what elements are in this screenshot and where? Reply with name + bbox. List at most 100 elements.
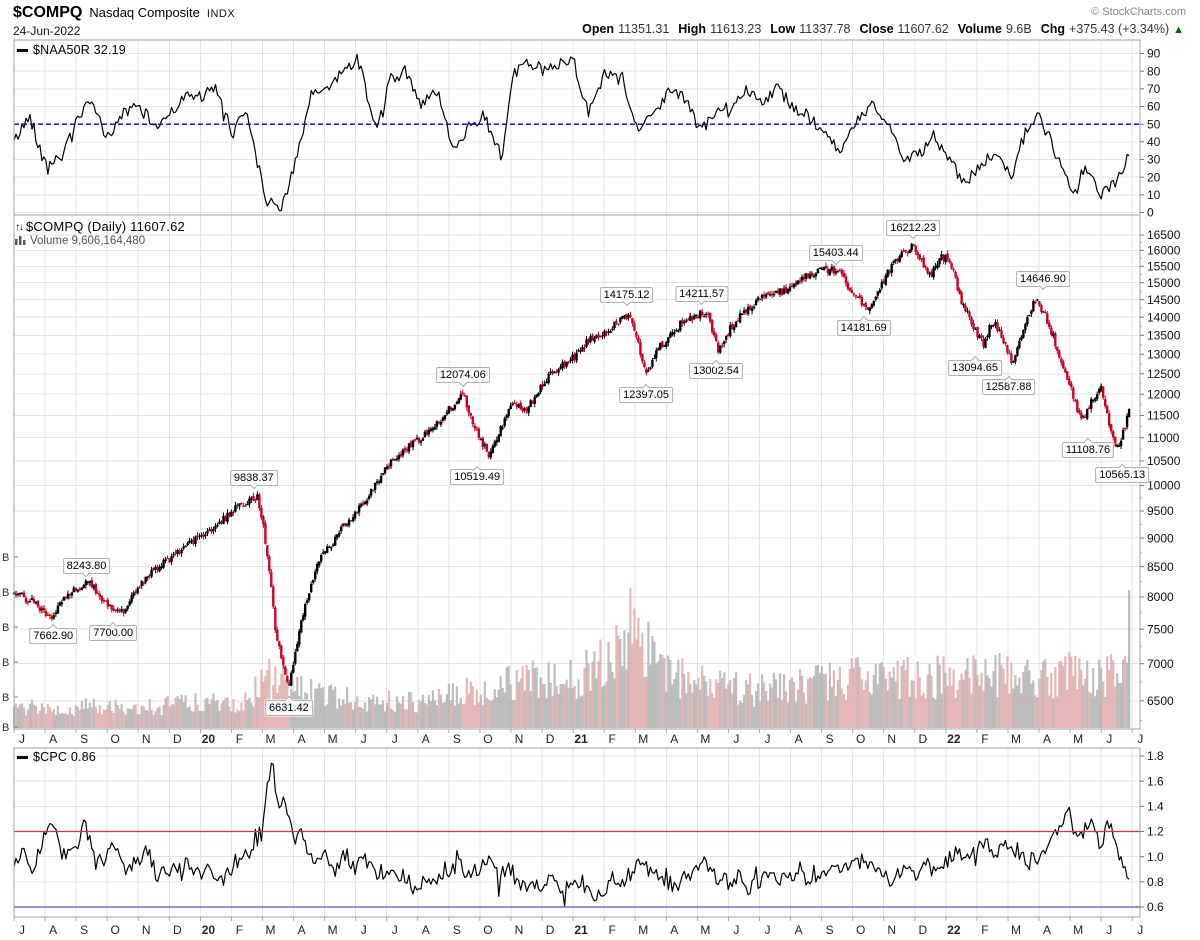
svg-text:21: 21 <box>574 923 588 937</box>
svg-text:N: N <box>142 923 151 937</box>
svg-text:S: S <box>453 923 461 937</box>
svg-text:S: S <box>80 923 88 937</box>
svg-text:A: A <box>1043 732 1051 746</box>
svg-text:B: B <box>2 692 9 704</box>
svg-text:N: N <box>887 732 896 746</box>
updown-arrows-icon: ↑↓ <box>15 222 24 233</box>
svg-text:14500: 14500 <box>1147 293 1181 307</box>
svg-text:8000: 8000 <box>1147 590 1174 604</box>
svg-text:D: D <box>173 732 182 746</box>
svg-text:J: J <box>765 923 771 937</box>
quote-label: Low <box>770 22 796 36</box>
svg-text:D: D <box>546 732 555 746</box>
svg-text:J: J <box>361 732 367 746</box>
svg-text:N: N <box>515 923 524 937</box>
symbol: $COMPQ <box>13 4 83 21</box>
panel2-legend-label: $COMPQ (Daily) 11607.62 <box>26 219 185 234</box>
svg-text:22: 22 <box>947 732 961 746</box>
svg-text:F: F <box>609 732 616 746</box>
svg-text:1.2: 1.2 <box>1147 825 1164 839</box>
svg-text:O: O <box>111 732 120 746</box>
svg-text:15500: 15500 <box>1147 260 1181 274</box>
svg-text:B: B <box>2 622 9 634</box>
svg-text:A: A <box>795 923 803 937</box>
svg-text:50: 50 <box>1147 117 1161 131</box>
svg-text:M: M <box>266 732 276 746</box>
svg-text:F: F <box>236 923 243 937</box>
svg-text:A: A <box>1043 923 1051 937</box>
svg-text:S: S <box>826 923 834 937</box>
svg-text:20: 20 <box>202 923 216 937</box>
svg-text:A: A <box>49 923 57 937</box>
svg-text:10500: 10500 <box>1147 454 1181 468</box>
quote-row: Open 11351.31 High 11613.23 Low 11337.78 Close… <box>573 22 1184 36</box>
svg-text:20: 20 <box>1147 170 1161 184</box>
svg-text:M: M <box>1011 923 1021 937</box>
svg-text:M: M <box>638 923 648 937</box>
svg-text:M: M <box>1073 732 1083 746</box>
svg-text:D: D <box>918 732 927 746</box>
svg-text:O: O <box>856 732 865 746</box>
svg-text:15000: 15000 <box>1147 276 1181 290</box>
svg-text:7000: 7000 <box>1147 657 1174 671</box>
svg-text:J: J <box>361 923 367 937</box>
svg-text:13000: 13000 <box>1147 347 1181 361</box>
svg-text:D: D <box>918 923 927 937</box>
svg-text:10: 10 <box>1147 188 1161 202</box>
svg-text:O: O <box>856 923 865 937</box>
svg-text:M: M <box>638 732 648 746</box>
svg-text:N: N <box>142 732 151 746</box>
svg-text:12000: 12000 <box>1147 387 1181 401</box>
svg-text:F: F <box>609 923 616 937</box>
change-up-arrow-icon: ▲ <box>1173 24 1184 36</box>
quote-label: Open <box>582 22 615 36</box>
svg-text:J: J <box>19 923 25 937</box>
svg-text:F: F <box>981 923 988 937</box>
svg-text:M: M <box>1011 732 1021 746</box>
svg-text:J: J <box>733 732 739 746</box>
quote-value: 11613.23 <box>710 22 762 36</box>
svg-text:S: S <box>453 732 461 746</box>
svg-text:J: J <box>765 732 771 746</box>
quote-label: Volume <box>957 22 1002 36</box>
svg-text:B: B <box>2 722 9 734</box>
svg-text:22: 22 <box>947 923 961 937</box>
svg-text:9500: 9500 <box>1147 504 1174 518</box>
svg-text:9000: 9000 <box>1147 531 1174 545</box>
svg-text:11500: 11500 <box>1147 409 1180 423</box>
svg-text:J: J <box>392 732 398 746</box>
svg-text:A: A <box>298 732 306 746</box>
svg-text:M: M <box>328 923 338 937</box>
quote-value: 11351.31 <box>618 22 670 36</box>
exchange: INDX <box>206 8 236 20</box>
svg-text:0.8: 0.8 <box>1147 875 1164 889</box>
svg-text:30: 30 <box>1147 153 1161 167</box>
svg-text:B: B <box>2 587 9 599</box>
panel1-legend: $NAA50R 32.19 <box>17 43 126 57</box>
svg-text:D: D <box>173 923 182 937</box>
svg-text:J: J <box>1106 732 1112 746</box>
svg-text:A: A <box>422 732 430 746</box>
svg-text:8500: 8500 <box>1147 560 1174 574</box>
svg-text:O: O <box>483 732 492 746</box>
panel3-legend: $CPC 0.86 <box>17 750 96 764</box>
svg-text:J: J <box>1137 732 1143 746</box>
svg-text:1.6: 1.6 <box>1147 774 1164 788</box>
svg-text:J: J <box>392 923 398 937</box>
svg-text:20: 20 <box>202 732 216 746</box>
svg-text:M: M <box>700 732 710 746</box>
svg-text:J: J <box>1137 923 1143 937</box>
line-dash-icon <box>17 756 28 760</box>
svg-text:0: 0 <box>1147 206 1154 220</box>
quote-label: Close <box>859 22 894 36</box>
quote-value: 11337.78 <box>799 22 851 36</box>
svg-text:21: 21 <box>574 732 588 746</box>
svg-text:B: B <box>2 657 9 669</box>
svg-text:M: M <box>266 923 276 937</box>
panel1-legend-label: $NAA50R 32.19 <box>33 43 126 57</box>
svg-text:13500: 13500 <box>1147 329 1181 343</box>
svg-text:F: F <box>981 732 988 746</box>
svg-text:6500: 6500 <box>1147 694 1174 708</box>
